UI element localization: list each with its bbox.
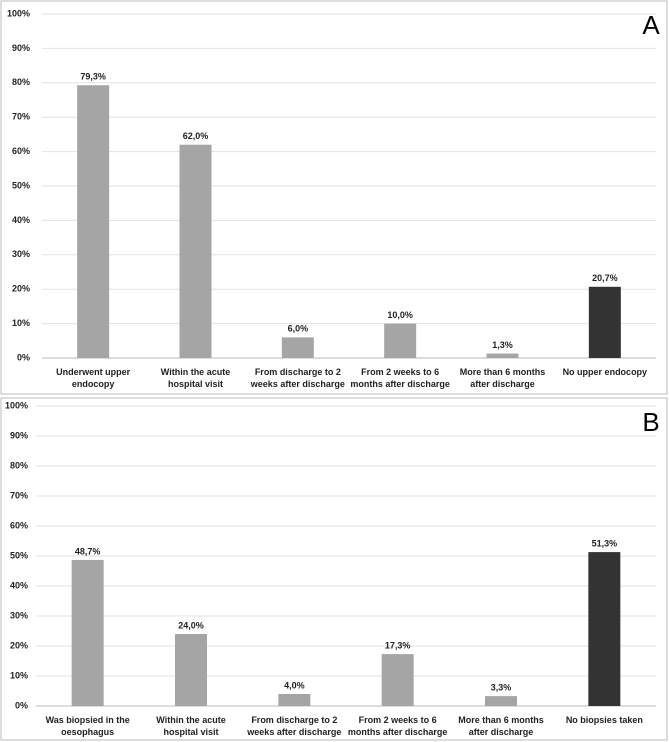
y-tick-label: 90%: [10, 430, 28, 440]
y-tick-label: 10%: [12, 318, 30, 328]
y-tick-label: 90%: [12, 43, 30, 53]
x-tick-label: From discharge to 2 weeks after discharg…: [250, 367, 345, 389]
bar: [588, 286, 621, 358]
y-tick-label: 40%: [10, 580, 28, 590]
y-tick-label: 0%: [15, 700, 28, 710]
x-tick-label: More than 6 months after discharge: [458, 715, 544, 737]
value-label: 6,0%: [288, 324, 309, 334]
y-tick-label: 20%: [12, 284, 30, 294]
y-tick-label: 60%: [12, 146, 30, 156]
panel-label: A: [642, 10, 660, 40]
bar: [384, 323, 417, 358]
bar: [71, 559, 104, 706]
y-tick-label: 0%: [17, 352, 30, 362]
bar: [77, 85, 110, 358]
y-tick-label: 60%: [10, 520, 28, 530]
y-tick-label: 50%: [12, 180, 30, 190]
bar: [281, 337, 314, 358]
value-label: 17,3%: [385, 640, 411, 650]
value-label: 3,3%: [491, 682, 512, 692]
value-label: 1,3%: [492, 340, 513, 350]
y-tick-label: 40%: [12, 215, 30, 225]
y-tick-label: 80%: [12, 77, 30, 87]
panel-frame: [0, 0, 668, 395]
x-tick-label: Within the acute hospital visit: [160, 367, 231, 389]
x-tick-label: From 2 weeks to 6 months after discharge: [347, 715, 448, 737]
bar: [486, 353, 519, 358]
x-tick-label: Within the acute hospital visit: [156, 715, 226, 737]
value-label: 62,0%: [183, 131, 209, 141]
bar: [485, 696, 517, 706]
y-tick-label: 100%: [7, 8, 30, 18]
bar: [179, 144, 212, 358]
value-label: 79,3%: [80, 72, 106, 82]
panel-label: B: [642, 407, 659, 437]
value-label: 24,0%: [178, 620, 204, 630]
value-label: 20,7%: [592, 273, 618, 283]
x-tick-label: More than 6 months after discharge: [459, 367, 546, 389]
x-tick-label: No biopsies taken: [565, 715, 643, 725]
y-tick-label: 10%: [10, 670, 28, 680]
x-tick-label: Underwent upper endocopy: [56, 367, 131, 389]
y-tick-label: 50%: [10, 550, 28, 560]
x-tick-label: Was biopsied in the oesophagus: [45, 715, 130, 737]
value-label: 4,0%: [284, 680, 305, 690]
y-tick-label: 30%: [10, 610, 28, 620]
y-tick-label: 80%: [10, 460, 28, 470]
x-tick-label: From discharge to 2 weeks after discharg…: [247, 715, 342, 737]
bar: [175, 634, 207, 706]
bar: [278, 694, 311, 706]
bar: [381, 654, 414, 706]
y-tick-label: 30%: [12, 249, 30, 259]
y-tick-label: 100%: [5, 400, 28, 410]
value-label: 48,7%: [75, 546, 101, 556]
panel-frame: [0, 397, 668, 741]
x-tick-label: From 2 weeks to 6 months after discharge: [350, 367, 450, 389]
y-tick-label: 20%: [10, 640, 28, 650]
y-tick-label: 70%: [12, 112, 30, 122]
value-label: 51,3%: [592, 538, 618, 548]
bar: [588, 552, 621, 706]
x-tick-label: No upper endocopy: [562, 367, 648, 377]
y-tick-label: 70%: [10, 490, 28, 500]
value-label: 10,0%: [387, 310, 413, 320]
